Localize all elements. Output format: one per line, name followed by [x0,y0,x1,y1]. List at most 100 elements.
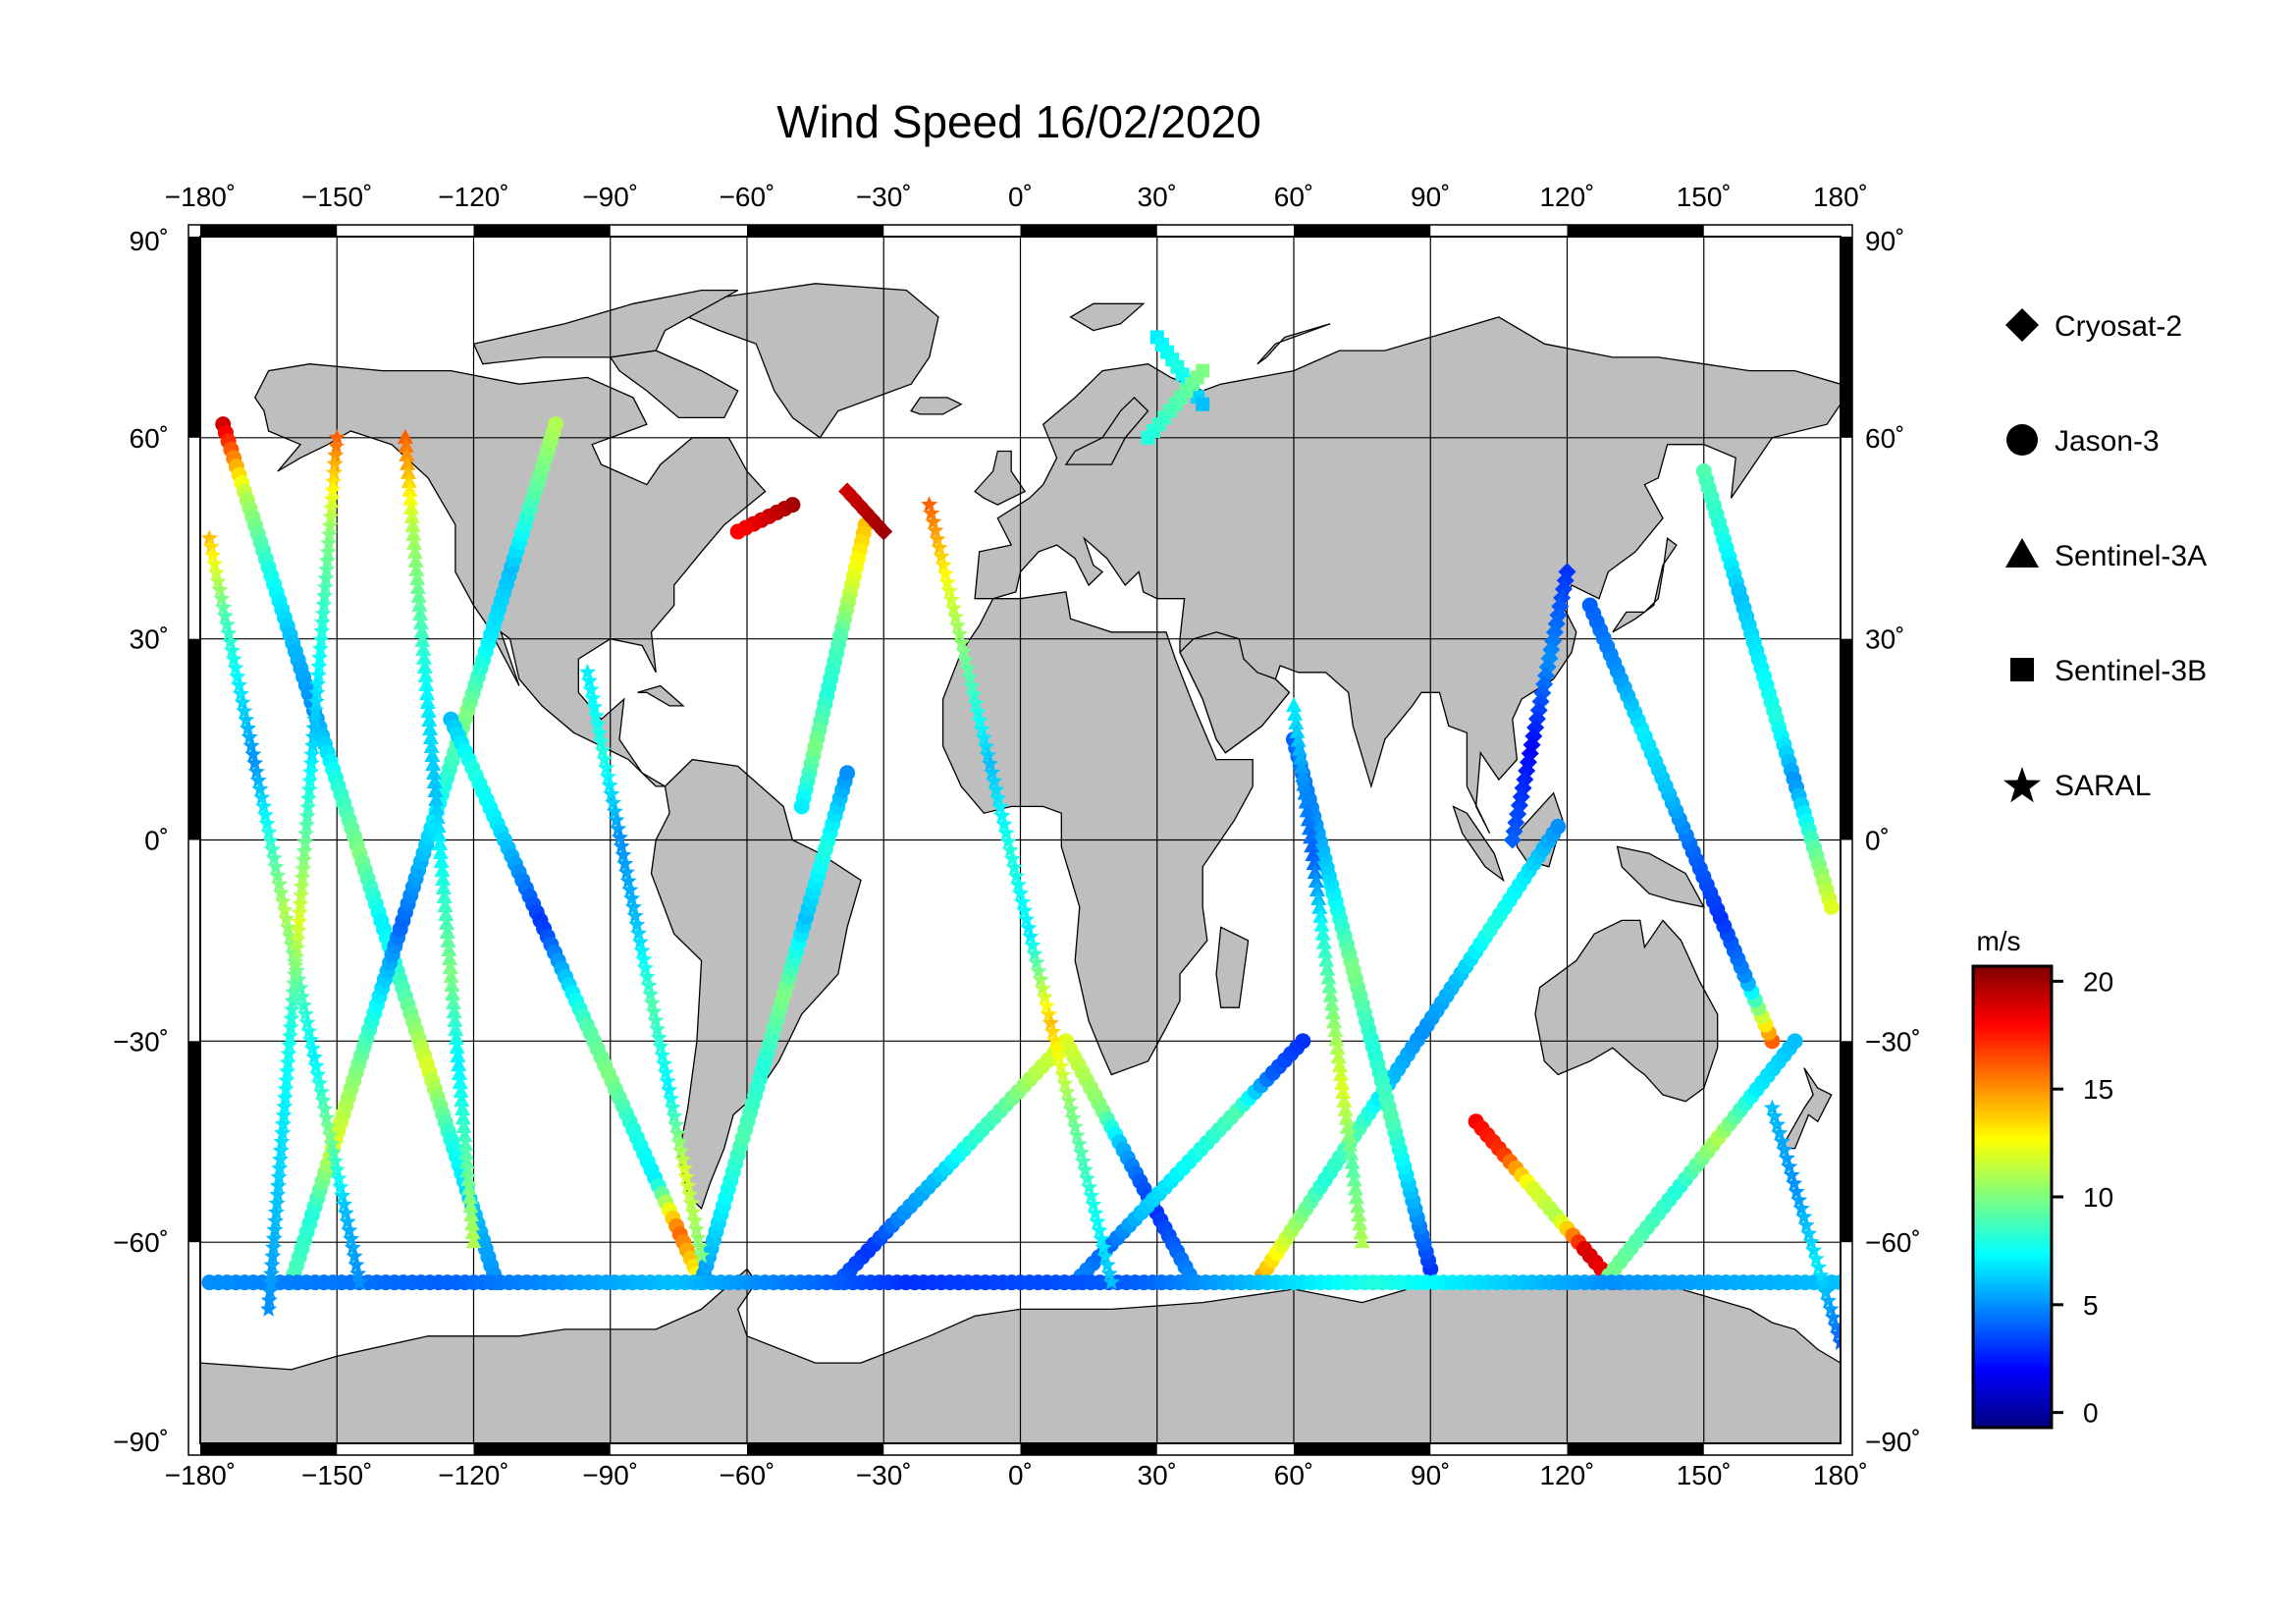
saral-point [267,1203,285,1220]
lon-tick-label-bottom: 150˚ [1677,1460,1732,1490]
lon-tick-label-top: 60˚ [1274,182,1313,212]
saral-point [666,1108,683,1124]
sentinel-3a-point [1331,1057,1348,1073]
saral-point [1093,1230,1110,1247]
saral-point [654,1046,671,1063]
lat-tick-label-left: −60˚ [113,1227,169,1258]
jason-3-point [1787,1033,1803,1050]
saral-point [287,956,304,974]
lon-tick-label-bottom: −90˚ [582,1460,638,1490]
saral-point [1817,1283,1835,1300]
legend-label: Sentinel-3B [2055,655,2207,687]
jason-3-point [839,765,856,782]
saral-point [283,1009,300,1026]
saral-point [347,1256,365,1272]
saral-point [1005,858,1023,875]
saral-point [973,720,990,737]
saral-point [986,772,1003,788]
saral-point [270,1168,288,1185]
sentinel-3a-point [460,1171,477,1187]
sentinel-3a-point [425,755,442,771]
land-madagascar [1215,926,1250,1008]
colorbar-unit: m/s [1976,926,2020,956]
sentinel-3a-point [1324,1004,1341,1020]
saral-point [1766,1108,1784,1124]
legend-item-sentinel-3a: Sentinel-3A [2005,538,2207,572]
saral-point [266,1220,284,1237]
sentinel-3a-point [399,446,415,461]
saral-point [921,496,938,513]
saral-point [299,789,317,806]
saral-point [1066,1117,1084,1134]
saral-point [927,521,944,538]
sentinel-3a-point [409,569,426,585]
lon-tick-label-top: 0˚ [1008,182,1033,212]
saral-point [204,546,222,564]
saral-point [610,820,627,837]
saral-point [325,463,343,480]
sentinel-3a-point [452,1074,468,1090]
sentinel-3a-point [425,764,442,780]
saral-point [1822,1300,1840,1317]
saral-point [1768,1115,1786,1132]
saral-point [313,614,331,630]
saral-point [284,992,301,1008]
saral-point [276,1098,294,1114]
saral-point [1060,1092,1078,1109]
lat-tick-label-right: 30˚ [1865,624,1904,655]
saral-point [1018,910,1036,927]
sentinel-3a-point [408,561,425,576]
sentinel-3a-point [1304,838,1320,853]
saral-point [687,1220,705,1237]
saral-point [265,1238,283,1255]
saral-point [264,1247,282,1264]
saral-point [321,516,339,533]
sentinel-3a-point [432,844,449,860]
frame-bar-bottom [1567,1443,1704,1455]
saral-point [275,1107,293,1123]
sentinel-3a-point [403,508,420,523]
saral-point [1091,1221,1108,1238]
saral-point [310,657,328,675]
saral-point [251,780,269,797]
saral-point [314,1092,332,1109]
saral-point [631,933,649,949]
saral-point [1079,1169,1096,1186]
sentinel-3b-point [1141,430,1155,445]
frame-bar-top [1567,225,1704,237]
sentinel-3a-point [449,1039,465,1055]
sentinel-3a-point [441,942,457,957]
saral-point [311,649,329,666]
saral-point [1040,1005,1057,1022]
legend-label: SARAL [2055,770,2151,802]
saral-point [323,490,341,507]
saral-point [657,1063,674,1080]
saral-point [619,872,637,889]
sentinel-3a-point [444,977,460,993]
land-baffin-island [609,350,739,419]
sentinel-3a-point [1295,767,1311,783]
saral-point [302,754,320,771]
saral-point [1802,1233,1820,1250]
saral-point [1072,1144,1090,1161]
saral-point [304,736,322,753]
saral-point [606,802,623,819]
saral-point [940,582,958,599]
sentinel-3b-point [1196,397,1210,411]
saral-point [234,693,251,710]
saral-point [650,1029,667,1046]
saral-point [936,565,954,581]
saral-point [314,605,332,622]
sentinel-3a-point [416,649,433,665]
sentinel-3a-point [1287,705,1304,721]
saral-point [643,994,661,1010]
sentinel-3a-point [1300,811,1316,827]
saral-point [200,529,218,546]
lon-tick-label-bottom: 90˚ [1411,1460,1450,1490]
sentinel-3a-point [459,1163,476,1178]
sentinel-3a-point [1310,890,1327,905]
saral-point [1783,1165,1800,1183]
saral-point [309,666,327,683]
saral-point [638,968,656,985]
saral-point [277,1080,294,1097]
